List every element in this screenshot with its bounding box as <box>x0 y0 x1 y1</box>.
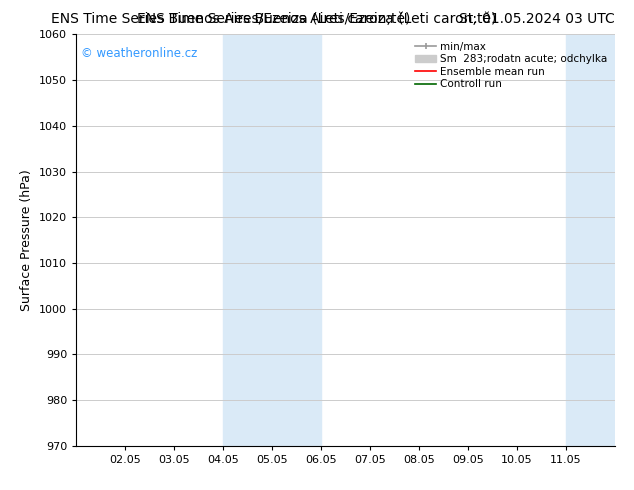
Bar <box>566 34 615 446</box>
Text: ENS Time Series Buenos Aires/Ezeiza (Leti caron;tě): ENS Time Series Buenos Aires/Ezeiza (Let… <box>51 12 410 26</box>
Text: ENS Time Series Buenos Aires/Ezeiza (Leti caron;tě): ENS Time Series Buenos Aires/Ezeiza (Let… <box>138 12 496 26</box>
Legend: min/max, Sm  283;rodatn acute; odchylka, Ensemble mean run, Controll run: min/max, Sm 283;rodatn acute; odchylka, … <box>413 40 610 92</box>
Y-axis label: Surface Pressure (hPa): Surface Pressure (hPa) <box>20 169 34 311</box>
Bar <box>223 34 321 446</box>
Text: St. 01.05.2024 03 UTC: St. 01.05.2024 03 UTC <box>459 12 615 26</box>
Text: © weatheronline.cz: © weatheronline.cz <box>81 47 198 60</box>
